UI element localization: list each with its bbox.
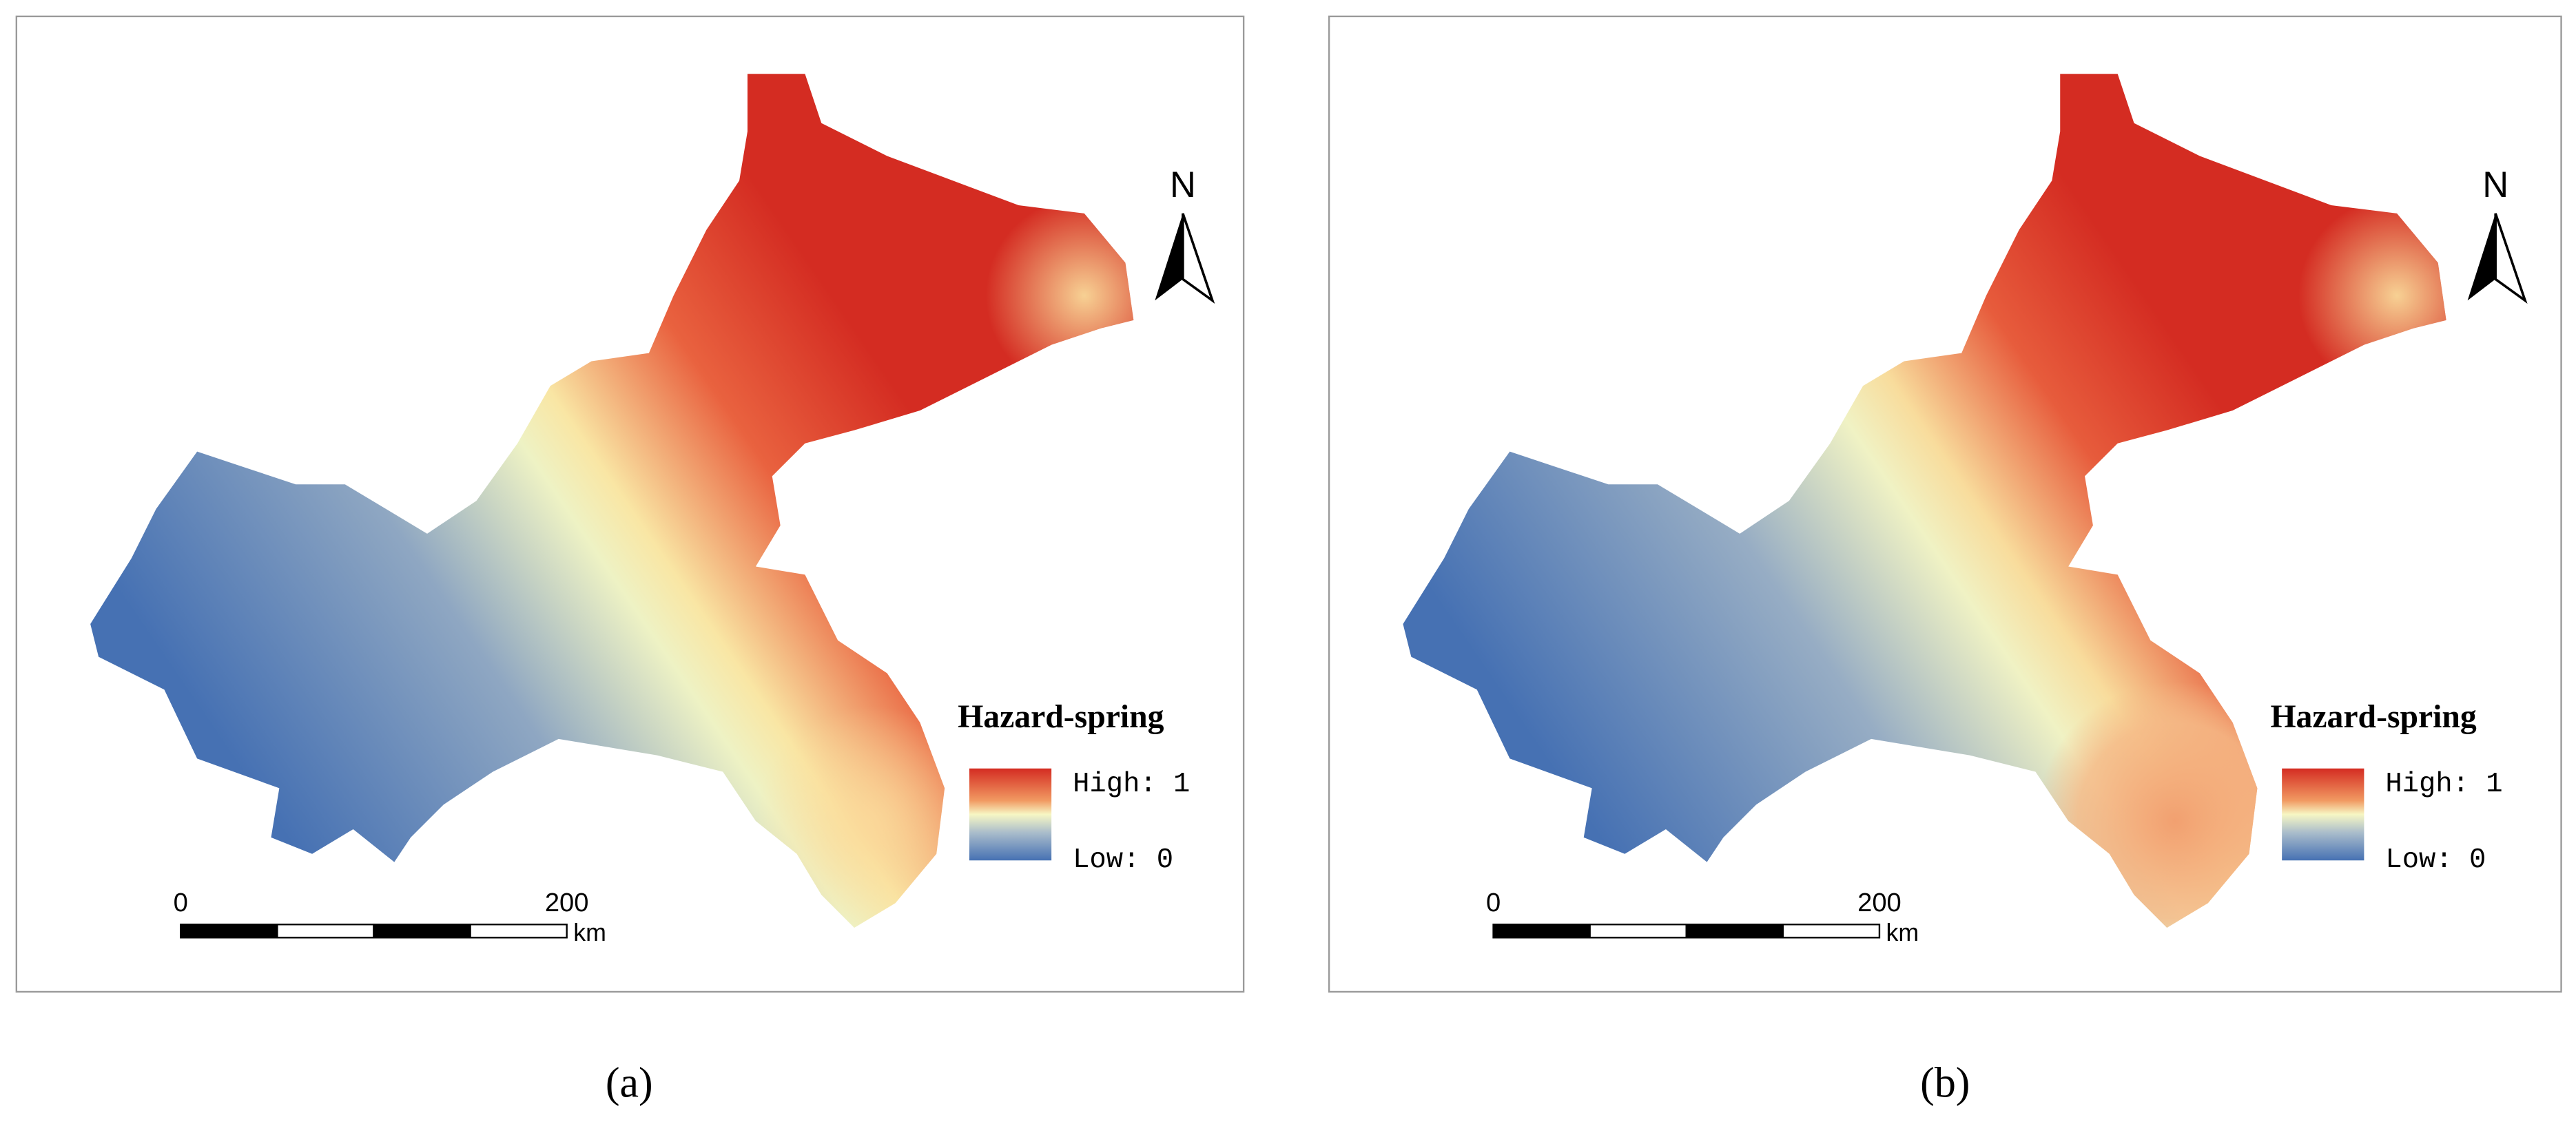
scale-label: 0 bbox=[174, 888, 188, 917]
scale-segment bbox=[180, 924, 278, 939]
legend-high: High: 1 bbox=[1073, 769, 1190, 800]
panel-caption: (b) bbox=[1920, 1060, 1970, 1107]
panel-caption: (a) bbox=[606, 1060, 653, 1107]
scale-segment bbox=[276, 924, 375, 939]
legend-low: Low: 0 bbox=[1073, 844, 1173, 876]
legend-colorbar bbox=[2282, 768, 2364, 861]
region-se-tint bbox=[1403, 74, 2446, 928]
north-arrow-left bbox=[2467, 213, 2496, 301]
north-arrow-left bbox=[1155, 213, 1183, 301]
scale-segment bbox=[1492, 924, 1591, 939]
legend-low: Low: 0 bbox=[2385, 844, 2486, 876]
scale-segment bbox=[1589, 924, 1687, 939]
scale-label: 0 bbox=[1486, 888, 1501, 917]
legend-title: Hazard-spring bbox=[958, 699, 1164, 735]
north-arrow-right bbox=[2494, 213, 2528, 304]
north-arrow-right bbox=[1182, 213, 1215, 304]
legend-high: High: 1 bbox=[2385, 769, 2502, 800]
scale-unit: km bbox=[573, 919, 606, 946]
scale-label: 200 bbox=[545, 888, 589, 917]
region-se-tint bbox=[90, 74, 1134, 928]
north-label: N bbox=[1170, 165, 1196, 205]
scale-segment bbox=[469, 924, 568, 939]
scale-unit: km bbox=[1886, 919, 1919, 946]
scale-segment bbox=[373, 924, 471, 939]
scale-segment bbox=[1782, 924, 1881, 939]
legend-colorbar bbox=[969, 768, 1052, 861]
north-label: N bbox=[2482, 165, 2508, 205]
scale-segment bbox=[1685, 924, 1784, 939]
legend-title: Hazard-spring bbox=[2270, 699, 2476, 735]
scale-label: 200 bbox=[1857, 888, 1902, 917]
